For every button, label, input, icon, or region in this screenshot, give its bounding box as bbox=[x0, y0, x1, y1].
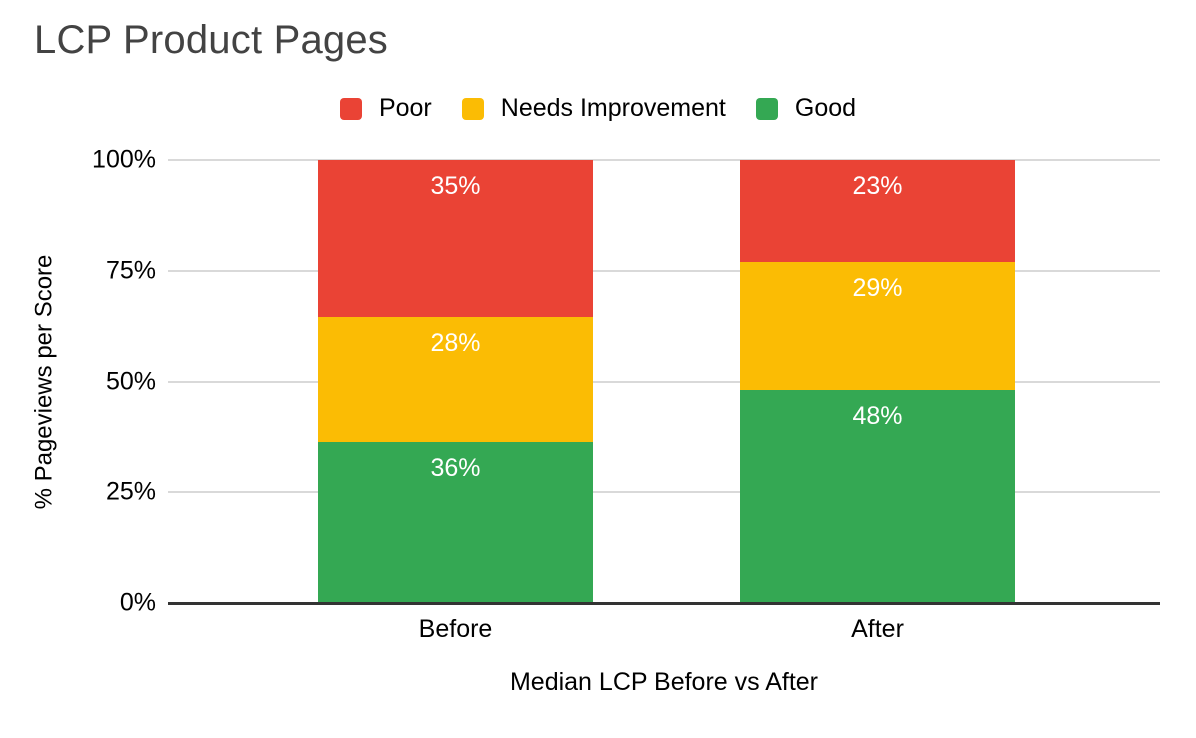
bar-after: 23% 29% 48% bbox=[740, 160, 1015, 603]
y-tick-label-75-: 75% bbox=[105, 256, 156, 285]
segment-value-label: 48% bbox=[852, 402, 903, 431]
chart-title: LCP Product Pages bbox=[34, 18, 388, 62]
segment-value-label: 23% bbox=[852, 172, 903, 200]
segment-value-label: 28% bbox=[430, 328, 481, 357]
segment-value-label: 29% bbox=[852, 273, 903, 302]
segment-poor-after: 23% bbox=[740, 160, 1015, 262]
gridline-50- bbox=[168, 380, 1160, 383]
legend-label-poor: Poor bbox=[378, 94, 432, 122]
plot-area: 35% 28% 36% 23% 29% 48% bbox=[168, 159, 1160, 605]
y-axis-ticks: 0% 25% 50% 75% 100% bbox=[0, 147, 156, 615]
x-axis-labels: Before After bbox=[168, 615, 1160, 645]
legend-label-needs-improvement: Needs Improvement bbox=[500, 94, 726, 122]
segment-value-label: 35% bbox=[430, 172, 481, 200]
segment-needs-improvement-after: 29% bbox=[740, 261, 1015, 391]
legend-item-needs-improvement: Needs Improvement bbox=[461, 94, 726, 123]
x-axis-title-box: Median LCP Before vs After bbox=[168, 668, 1160, 697]
x-category-label-before: Before bbox=[418, 615, 493, 643]
y-tick-label-50-: 50% bbox=[105, 367, 156, 395]
legend-swatch-icon-good bbox=[755, 97, 778, 120]
x-category-label-after: After bbox=[851, 615, 904, 643]
gridline-75- bbox=[168, 269, 1160, 272]
segment-good-before: 36% bbox=[318, 441, 593, 603]
legend-item-poor: Poor bbox=[339, 94, 432, 123]
x-axis-line bbox=[168, 601, 1160, 605]
legend-swatch-icon-poor bbox=[339, 97, 362, 120]
legend-swatch-icon-needs-improvement bbox=[461, 97, 484, 120]
bar-before: 35% 28% 36% bbox=[318, 160, 593, 603]
legend: Poor Needs Improvement Good bbox=[0, 94, 1196, 123]
legend-label-good: Good bbox=[794, 94, 857, 122]
gridline-100- bbox=[168, 159, 1160, 161]
segment-needs-improvement-before: 28% bbox=[318, 316, 593, 442]
y-tick-label-25-: 25% bbox=[105, 477, 156, 506]
y-tick-label-100-: 100% bbox=[92, 145, 156, 174]
segment-good-after: 48% bbox=[740, 390, 1015, 603]
legend-item-good: Good bbox=[755, 94, 857, 123]
gridline-25- bbox=[168, 491, 1160, 494]
segment-value-label: 36% bbox=[430, 453, 481, 482]
y-tick-label-0-: 0% bbox=[119, 588, 156, 617]
x-axis-title: Median LCP Before vs After bbox=[509, 668, 819, 696]
segment-poor-before: 35% bbox=[318, 160, 593, 317]
